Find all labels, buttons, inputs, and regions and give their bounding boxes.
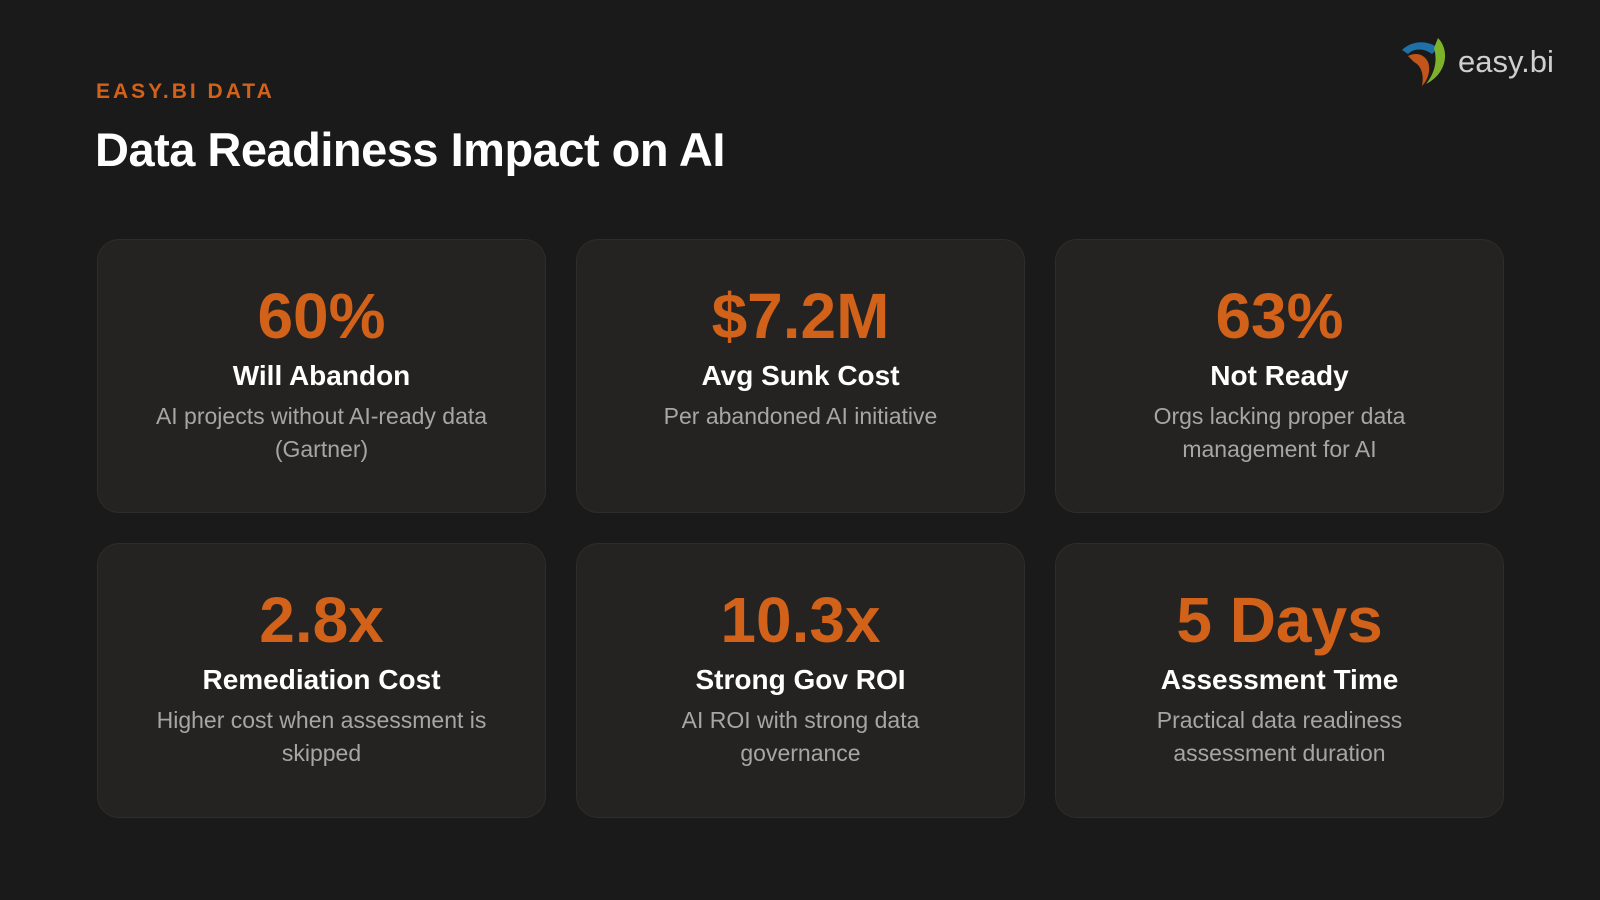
logo-text: easy.bi (1458, 44, 1554, 79)
stat-value: 5 Days (1176, 584, 1383, 656)
stat-description: AI ROI with strong data governance (681, 707, 920, 766)
stat-card: 10.3x Strong Gov ROI AI ROI with strong da… (576, 543, 1025, 818)
stat-description: Orgs lacking proper data management for … (1153, 403, 1406, 462)
stat-label: Assessment Time (1160, 664, 1399, 695)
stat-label: Strong Gov ROI (695, 664, 906, 695)
stat-card: 63% Not Ready Orgs lacking proper data man… (1055, 239, 1504, 513)
stat-description: Higher cost when assessment is skipped (156, 707, 487, 766)
stat-card: 2.8x Remediation Cost Higher cost when ass… (97, 543, 546, 818)
stat-value: 2.8x (259, 584, 384, 656)
stat-label: Will Abandon (232, 360, 411, 391)
stat-label: Remediation Cost (202, 664, 441, 695)
stat-value: $7.2M (711, 280, 890, 352)
stat-card: $7.2M Avg Sunk Cost Per abandoned AI initi… (576, 239, 1025, 513)
card-grid: 60% Will Abandon AI projects without AI-re… (97, 239, 1504, 818)
stat-value: 10.3x (720, 584, 881, 656)
eyebrow: EASY.BI DATA (96, 80, 275, 103)
logo: easy.bi (1398, 34, 1554, 90)
stat-description: AI projects without AI-ready data (Gartn… (155, 403, 488, 462)
stat-card: 5 Days Assessment Time Practical data read… (1055, 543, 1504, 818)
stat-card: 60% Will Abandon AI projects without AI-re… (97, 239, 546, 513)
title: Data Readiness Impact on AI (95, 123, 725, 176)
stat-value: 60% (257, 280, 386, 352)
stat-label: Avg Sunk Cost (701, 360, 900, 391)
stat-value: 63% (1215, 280, 1344, 352)
stat-description: Per abandoned AI initiative (663, 403, 938, 429)
stat-description: Practical data readiness assessment dura… (1156, 707, 1403, 766)
stat-label: Not Ready (1210, 360, 1349, 391)
logo-icon (1402, 38, 1446, 86)
